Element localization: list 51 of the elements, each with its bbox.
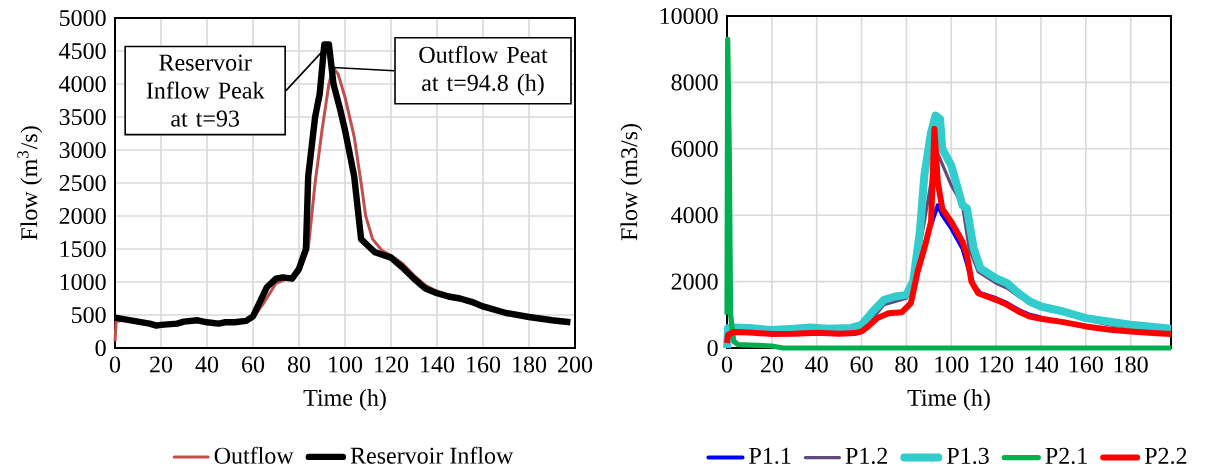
legend-label: Reservoir Inflow	[350, 446, 514, 464]
y-tick-label: 1000	[60, 273, 106, 291]
legend-label: P1.1	[749, 447, 791, 465]
y-tick-label: 2500	[59, 174, 106, 192]
x-tick-label: 20	[760, 356, 783, 373]
y-axis-title: Flow (m$^{3}$/s)	[17, 126, 43, 241]
annotation: Outflow Peat at t=94.8 (h)	[419, 45, 548, 96]
annotation: Reservoir Inflow Peak at t=93	[146, 54, 265, 127]
legend-label: P1.3	[947, 447, 989, 465]
y-tick-label: 500	[72, 306, 106, 324]
y-tick-label: 0	[95, 339, 106, 357]
x-tick-label: 180	[513, 356, 547, 373]
y-tick-label: 5000	[60, 9, 106, 27]
x-tick-label: 40	[805, 356, 828, 373]
y-tick-label: 3000	[59, 141, 106, 159]
legend-label: P2.2	[1144, 447, 1187, 465]
x-tick-label: 80	[895, 356, 918, 373]
x-tick-label: 60	[850, 356, 873, 373]
x-axis-title: Time (h)	[303, 388, 386, 411]
x-tick-label: 80	[287, 356, 311, 373]
x-tick-label: 180	[1114, 356, 1148, 373]
x-tick-label: 100	[329, 356, 363, 373]
y-tick-label: 2000	[671, 273, 718, 290]
y-tick-label: 4500	[59, 42, 106, 60]
x-tick-label: 160	[1069, 356, 1103, 373]
x-tick-label: 140	[421, 356, 455, 373]
y-tick-label: 4000	[671, 207, 718, 224]
x-tick-label: 160	[467, 356, 501, 373]
legend-label: Outflow	[214, 446, 294, 464]
legend-label: P1.2	[845, 447, 888, 465]
y-tick-label: 0	[707, 339, 718, 357]
x-tick-label: 60	[242, 356, 265, 373]
y-tick-label: 3500	[59, 108, 106, 126]
x-tick-label: 120	[375, 356, 409, 373]
x-tick-label: 200	[558, 356, 593, 373]
x-axis-title: Time (h)	[907, 388, 990, 411]
x-tick-label: 100	[935, 356, 969, 373]
y-tick-label: 4000	[59, 75, 106, 93]
y-tick-label: 10000	[660, 7, 718, 25]
y-tick-label: 1500	[60, 240, 106, 258]
x-tick-label: 20	[150, 356, 173, 373]
y-axis-title: Flow (m3/s)	[620, 124, 643, 241]
x-tick-label: 0	[721, 356, 733, 373]
y-tick-label: 2000	[59, 207, 106, 225]
x-tick-label: 0	[109, 356, 121, 373]
y-tick-label: 8000	[671, 74, 718, 91]
x-tick-label: 40	[195, 356, 219, 373]
x-tick-label: 140	[1025, 356, 1059, 373]
x-tick-label: 120	[980, 356, 1014, 373]
legend-label: P2.1	[1045, 447, 1087, 465]
y-tick-label: 6000	[671, 140, 718, 157]
